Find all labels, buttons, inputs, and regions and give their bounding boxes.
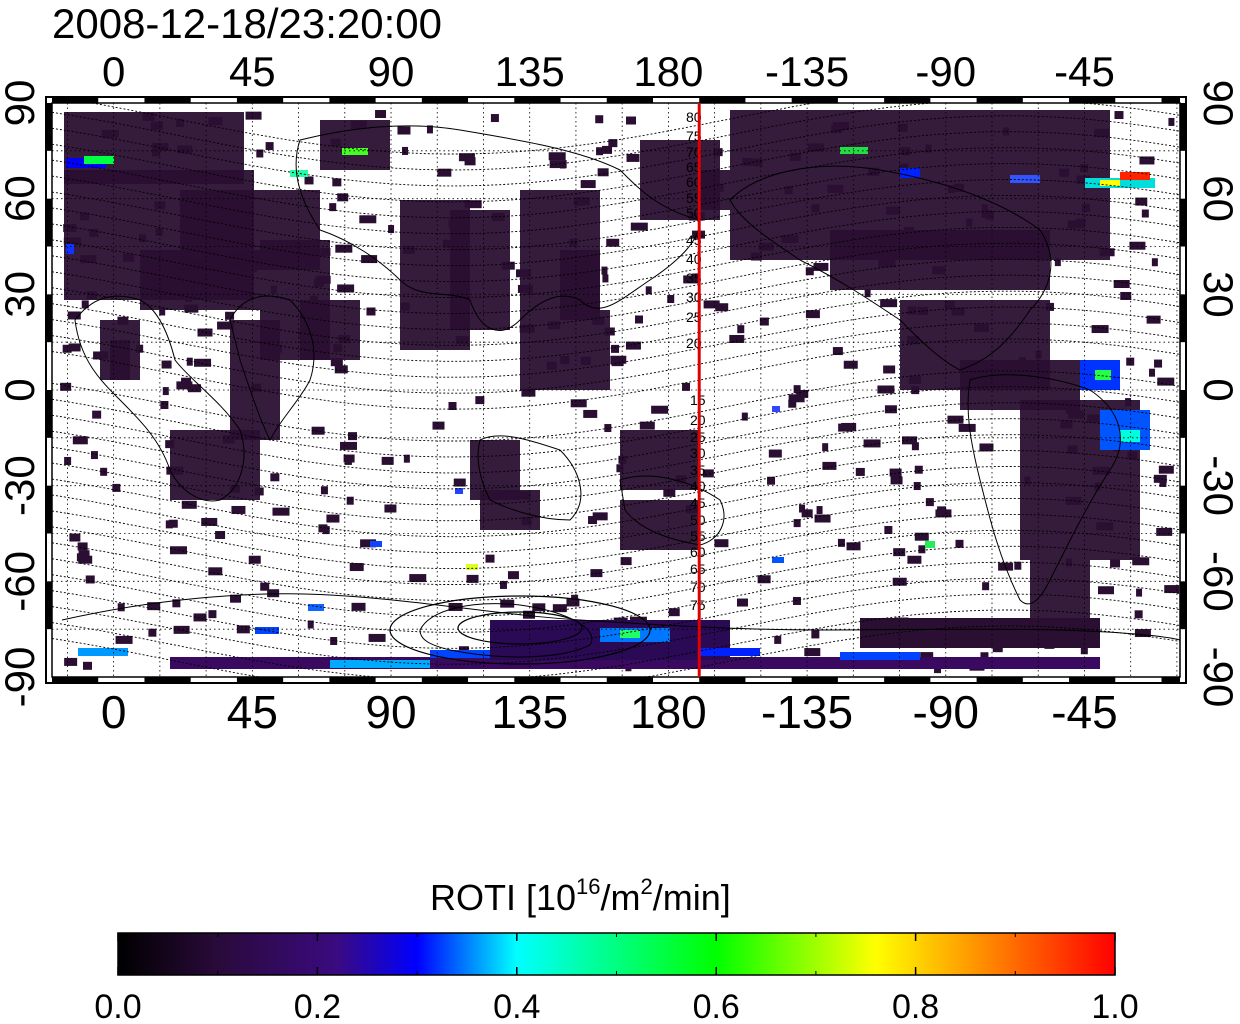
lat-tick-left: -30: [0, 455, 43, 516]
lat-tick-right: -30: [1195, 455, 1240, 516]
colorbar-ticks: 0.0 0.2 0.4 0.6 0.8 1.0: [94, 933, 1139, 1024]
axis-tick-labels: 0 0 45 45 90 90 135 135 180 180 -135 -135 -90 -90 -45 -…: [0, 48, 1240, 738]
colorbar-tick-label: 1.0: [1091, 988, 1138, 1024]
lat-lon-grid: [52, 103, 1180, 677]
lat-tick-right: 30: [1195, 271, 1240, 318]
lon-tick-top: 180: [633, 48, 703, 95]
lon-tick-bottom: -45: [1051, 686, 1117, 738]
lon-tick-top: -45: [1054, 48, 1115, 95]
lon-tick-bottom: 180: [630, 686, 707, 738]
colorbar-tick-label: 0.0: [94, 988, 141, 1024]
colorbar-label-main: ROTI [10: [430, 877, 576, 918]
lon-tick-bottom: -135: [761, 686, 853, 738]
frame-ticks: [46, 97, 1186, 683]
lon-tick-top: -90: [915, 48, 976, 95]
lat-tick-right: 60: [1195, 175, 1240, 222]
lat-tick-left: 30: [0, 271, 43, 318]
roti-data-layer: [60, 110, 1180, 674]
colorbar-label: ROTI [1016/m2/min]: [430, 874, 731, 918]
lon-tick-top: 90: [368, 48, 415, 95]
lon-tick-bottom: -90: [913, 686, 979, 738]
lon-tick-top: 45: [229, 48, 276, 95]
magnetic-latitude-contours: [52, 103, 1180, 677]
colorbar-label-mid: /m: [601, 877, 641, 918]
lon-tick-bottom: 135: [491, 686, 568, 738]
map-title: 2008-12-18/23:20:00: [52, 0, 442, 47]
colorbar-tick-label: 0.2: [294, 988, 341, 1024]
lat-tick-right: -90: [1195, 647, 1240, 708]
lat-tick-right: 0: [1195, 378, 1240, 401]
lon-tick-top: -135: [765, 48, 849, 95]
colorbar-tick-label: 0.8: [892, 988, 939, 1024]
lat-tick-left: -90: [0, 647, 43, 708]
colorbar: ROTI [1016/m2/min] 0.0 0.2 0.4 0.6 0.8 1.0: [94, 874, 1138, 1024]
colorbar-label-end: /min]: [653, 877, 731, 918]
lat-tick-left: 60: [0, 175, 43, 222]
colorbar-tick-label: 0.6: [693, 988, 740, 1024]
lat-tick-left: 90: [0, 80, 43, 127]
colorbar-gradient: [117, 932, 1116, 976]
colorbar-tick-label: 0.4: [493, 988, 540, 1024]
lat-tick-right: 90: [1195, 80, 1240, 127]
lon-tick-top: 0: [102, 48, 125, 95]
lon-tick-bottom: 0: [101, 686, 127, 738]
colorbar-label-sup2: 2: [641, 874, 653, 899]
lon-tick-bottom: 90: [365, 686, 416, 738]
lon-tick-bottom: 45: [227, 686, 278, 738]
lat-tick-left: 0: [0, 378, 43, 401]
lat-tick-right: -60: [1195, 551, 1240, 612]
colorbar-label-sup1: 16: [576, 874, 600, 899]
coastline-layer: [61, 125, 1180, 658]
lat-tick-left: -60: [0, 551, 43, 612]
lon-tick-top: 135: [495, 48, 565, 95]
